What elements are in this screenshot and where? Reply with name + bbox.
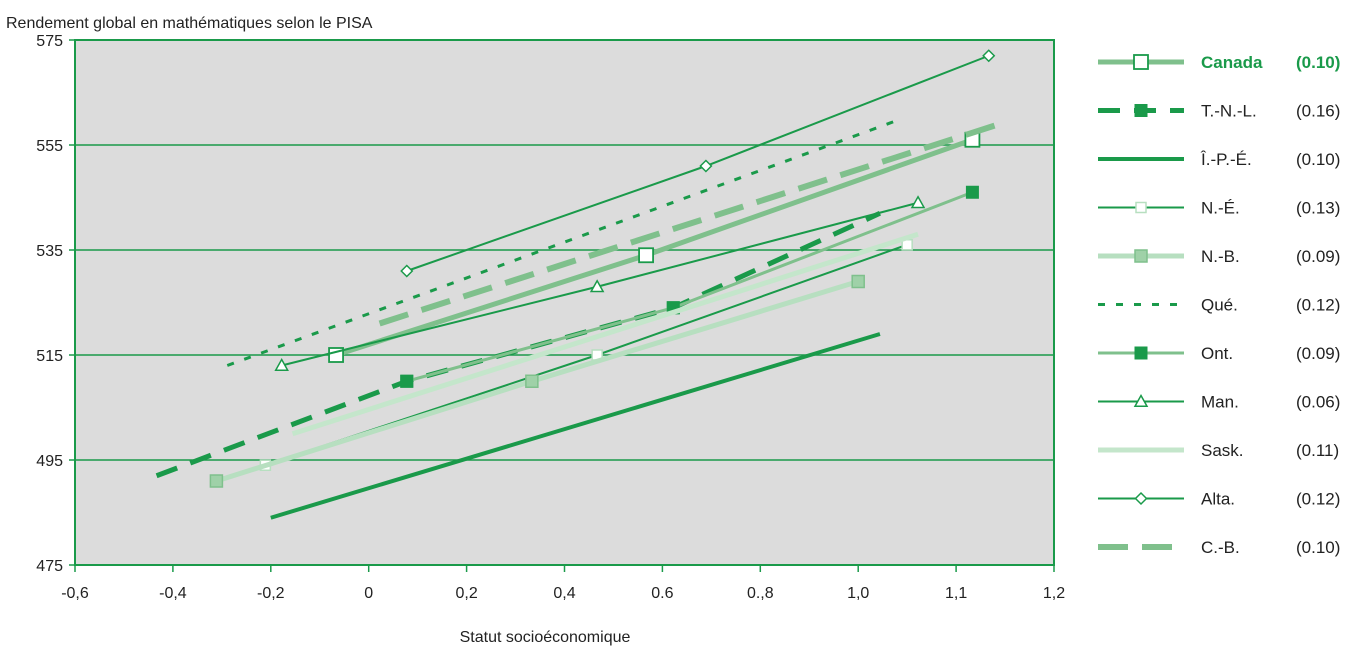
legend: Canada (0.10) T.-N.-L. (0.16) Î.-P.-É. (0.10)… [1098, 53, 1340, 557]
legend-label: C.-B. [1201, 538, 1240, 557]
x-tick-label: 0,2 [455, 585, 477, 602]
legend-coefficient: (0.06) [1296, 393, 1340, 412]
x-tick-label: 1,1 [945, 585, 967, 602]
y-tick-label: 515 [36, 348, 63, 365]
data-point [209, 474, 224, 488]
data-point [638, 247, 654, 264]
x-tick-label: 1,2 [1043, 585, 1065, 602]
series-cb [378, 121, 1001, 327]
data-point [1133, 54, 1149, 70]
x-tick-label: -0,2 [257, 585, 285, 602]
legend-label: Alta. [1201, 490, 1235, 509]
y-axis-title: Rendement global en mathématiques selon … [6, 15, 373, 32]
legend-coefficient: (0.09) [1296, 247, 1340, 266]
legend-coefficient: (0.11) [1296, 441, 1339, 460]
y-tick-label: 495 [36, 453, 63, 470]
data-point [589, 279, 605, 293]
legend-item: N.-É. (0.13) [1098, 199, 1340, 218]
legend-label: N.-É. [1201, 199, 1240, 218]
series-line [378, 121, 1001, 327]
legend-item: C.-B. (0.10) [1098, 538, 1340, 557]
legend-label: Î.-P.-É. [1200, 150, 1252, 169]
legend-item: Man. (0.06) [1098, 393, 1340, 412]
series-lines [155, 49, 1001, 520]
data-point [1134, 491, 1148, 506]
legend-label: Qué. [1201, 296, 1238, 315]
legend-coefficient: (0.09) [1296, 344, 1340, 363]
data-point [1134, 346, 1148, 360]
x-tick-label: 1,0 [847, 585, 869, 602]
data-point [1133, 393, 1149, 408]
y-tick-label: 475 [36, 558, 63, 575]
x-tick-label: 0.,8 [747, 585, 774, 602]
legend-coefficient: (0.10) [1296, 538, 1340, 557]
legend-item: Ont. (0.09) [1098, 344, 1340, 363]
series-canada [328, 131, 981, 363]
series-line [291, 231, 919, 437]
y-tick-label: 555 [36, 138, 63, 155]
legend-coefficient: (0.12) [1296, 296, 1340, 315]
legend-item: Canada (0.10) [1098, 53, 1340, 72]
series-nb [209, 274, 865, 488]
legend-label: T.-N.-L. [1201, 102, 1257, 121]
legend-item: Alta. (0.12) [1098, 490, 1340, 509]
legend-coefficient: (0.16) [1296, 102, 1340, 121]
series-line [226, 117, 903, 367]
data-point [910, 195, 926, 209]
legend-label: Canada [1201, 53, 1263, 72]
legend-label: Ont. [1201, 344, 1233, 363]
data-point [965, 185, 979, 199]
legend-coefficient: (0.13) [1296, 199, 1340, 218]
x-tick-label: 0 [364, 585, 373, 602]
data-point [699, 159, 713, 173]
data-point [400, 374, 414, 388]
plot-area [74, 39, 1055, 566]
y-tick-label: 535 [36, 243, 63, 260]
series-line [270, 332, 881, 520]
legend-label: Sask. [1201, 441, 1244, 460]
x-tick-label: -0,4 [159, 585, 187, 602]
data-point [274, 357, 289, 372]
data-point [525, 374, 539, 388]
data-point [1134, 104, 1148, 117]
x-tick-label: -0,6 [61, 585, 89, 602]
x-axis-title: Statut socioéconomique [460, 629, 631, 646]
y-tick-label: 575 [36, 33, 63, 50]
data-point [1135, 201, 1147, 214]
series-p [270, 332, 881, 520]
data-point [851, 274, 865, 289]
x-tick-label: 0.6 [651, 585, 673, 602]
legend-item: Î.-P.-É. (0.10) [1098, 150, 1340, 169]
legend-item: T.-N.-L. (0.16) [1098, 102, 1340, 121]
data-point [400, 264, 414, 278]
data-point [1134, 249, 1148, 263]
series-alta [400, 49, 996, 278]
series-qu [226, 117, 903, 367]
series-man [274, 195, 926, 372]
data-point [982, 49, 996, 63]
gridlines [75, 144, 1054, 461]
x-tick-label: 0,4 [553, 585, 575, 602]
legend-label: Man. [1201, 393, 1239, 412]
legend-coefficient: (0.10) [1296, 53, 1340, 72]
legend-coefficient: (0.12) [1296, 490, 1340, 509]
x-axis-ticks: -0,6 -0,4 -0,2 0 0,2 0,4 0.6 0.,8 1,0 1,1 1,2 [61, 565, 1065, 602]
legend-label: N.-B. [1201, 247, 1240, 266]
series-sask [291, 231, 919, 437]
legend-coefficient: (0.10) [1296, 150, 1340, 169]
legend-item: Sask. (0.11) [1098, 441, 1339, 460]
y-axis-ticks: 475 495 515 535 555 575 [36, 33, 75, 575]
legend-item: Qué. (0.12) [1098, 296, 1340, 315]
legend-item: N.-B. (0.09) [1098, 247, 1340, 266]
